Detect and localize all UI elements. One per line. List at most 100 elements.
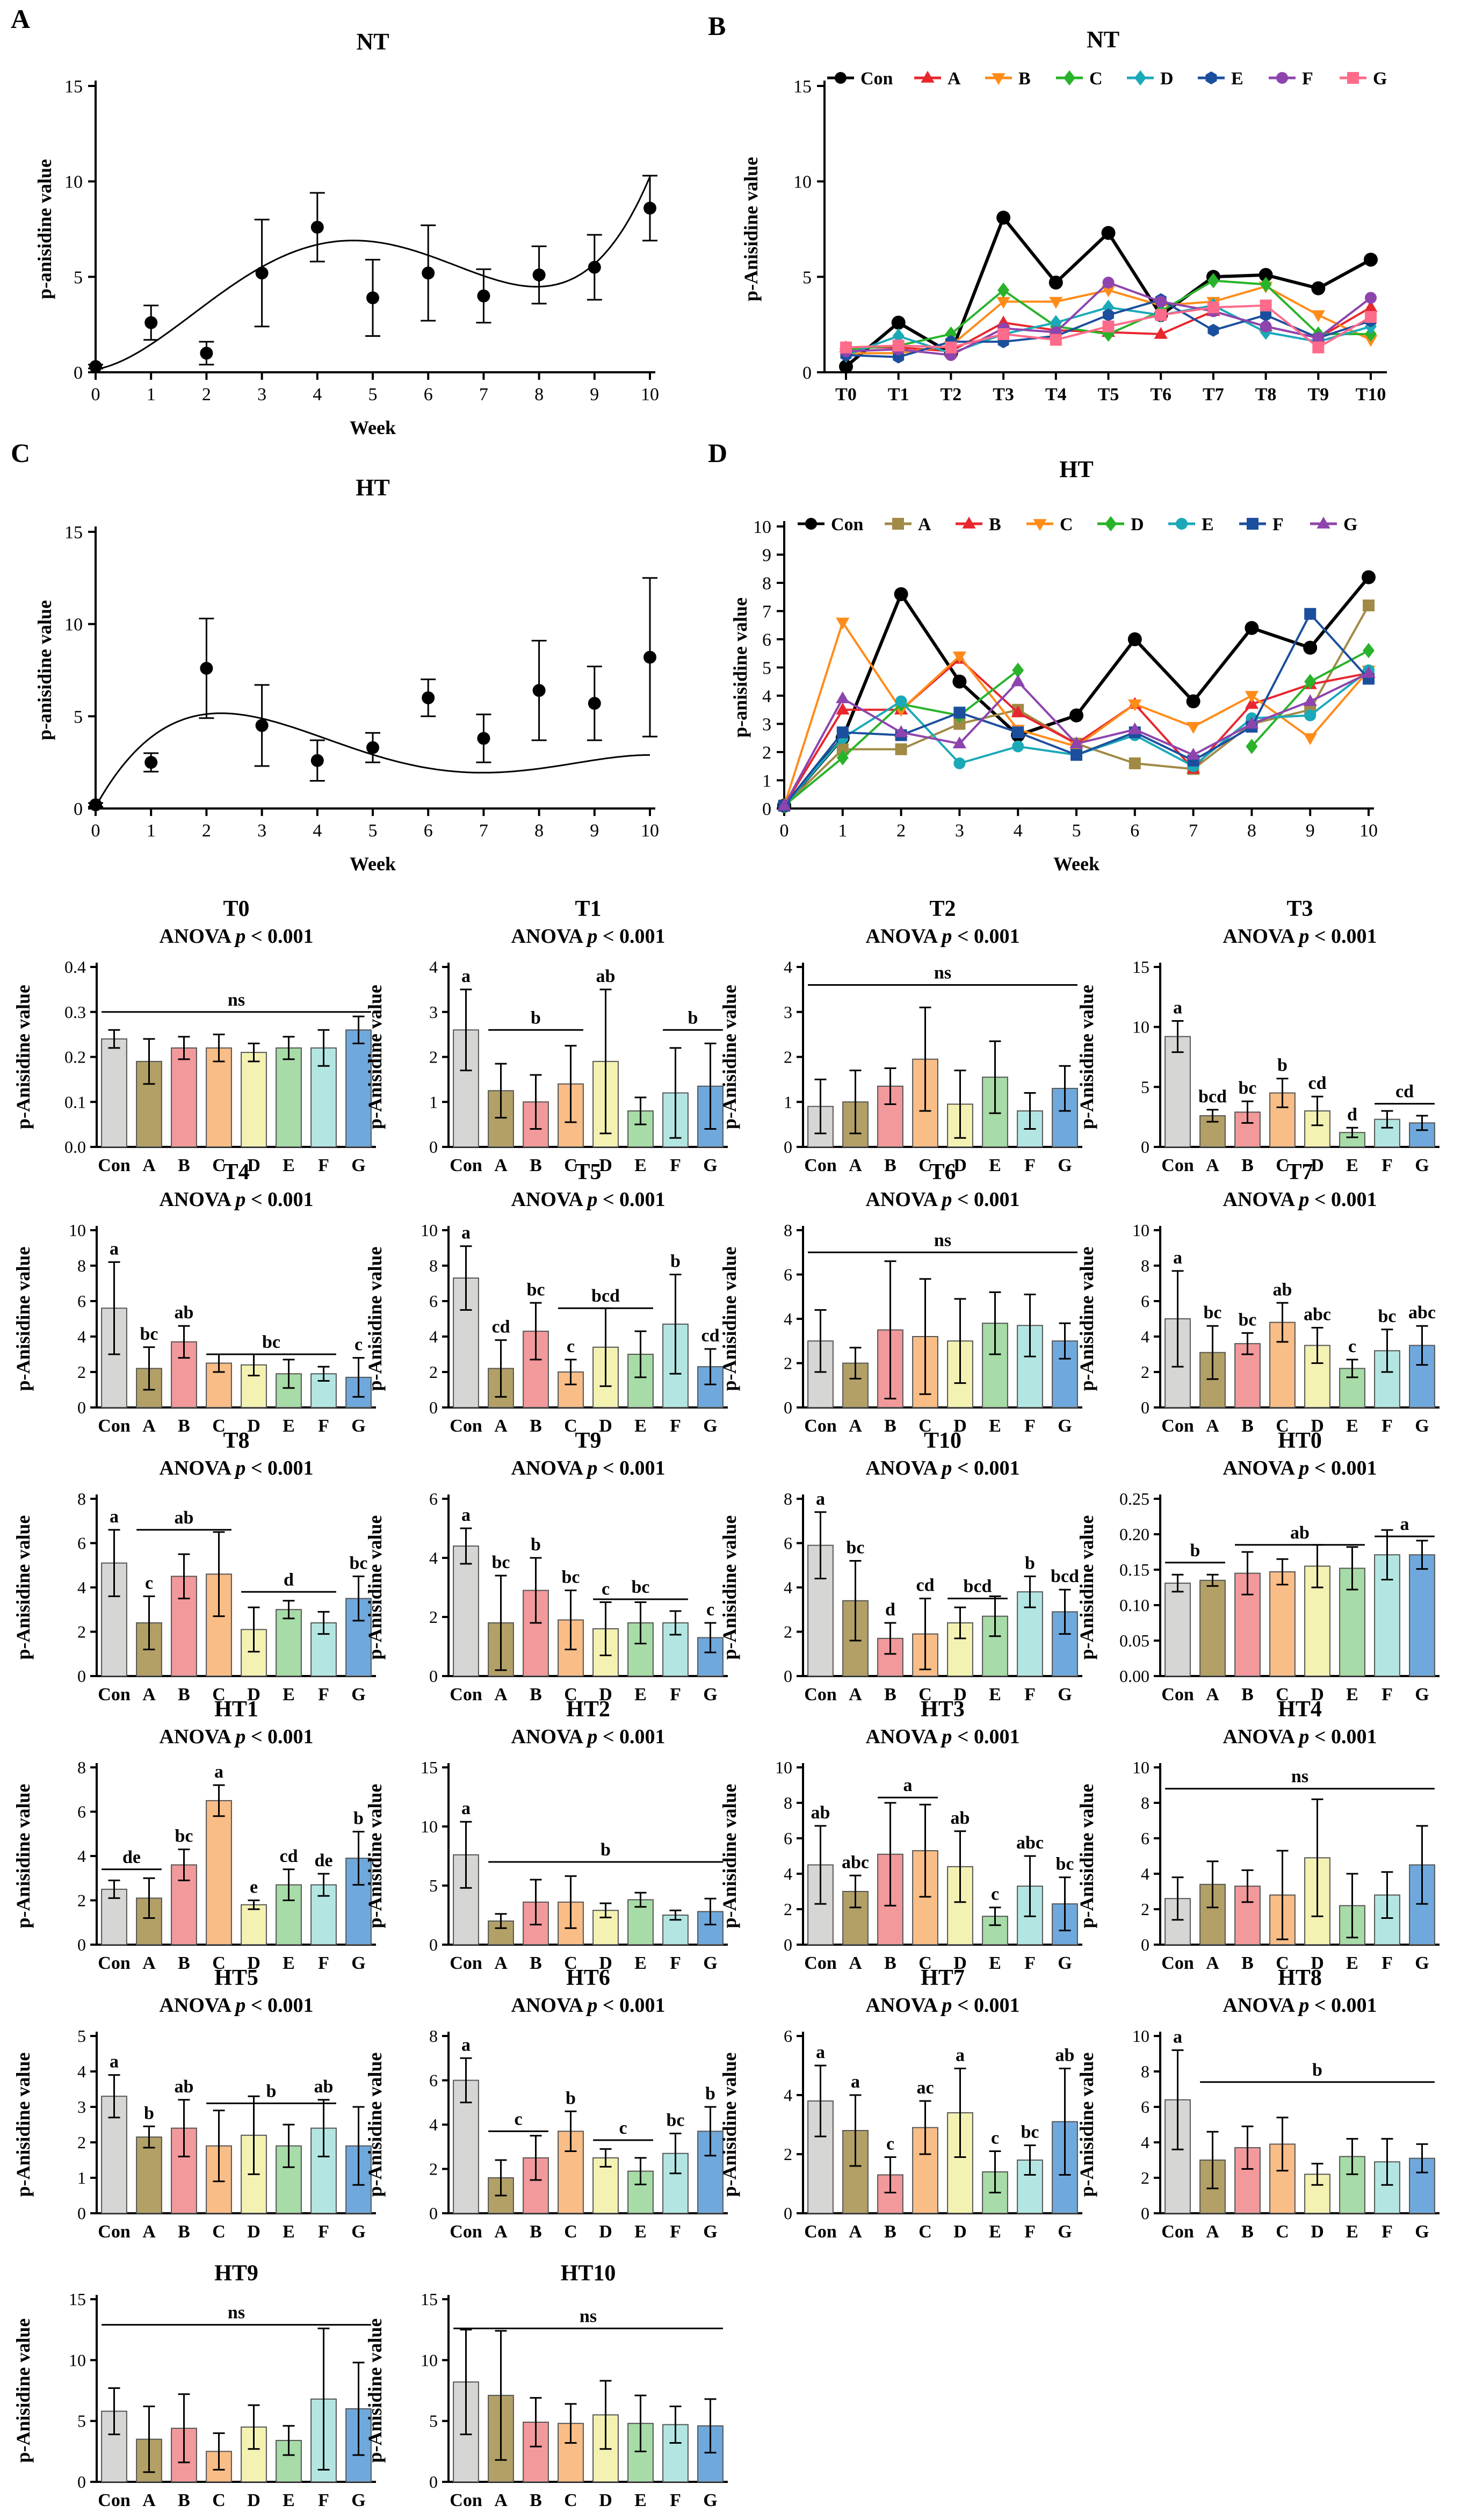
y-tick-label: 0 [429, 2204, 438, 2223]
bar-group [310, 2099, 337, 2214]
x-tick-label: E [989, 1416, 1001, 1436]
significance-span-label: d [284, 1570, 294, 1590]
bar-chart-t8: T8 ANOVA p < 0.001 0 2 4 6 8 p-Anisidine value C… [12, 1428, 376, 1705]
y-tick-label: 2 [1141, 2168, 1149, 2187]
bar [241, 1904, 267, 1945]
significance-letter: a [461, 1799, 471, 1818]
x-tick-label: G [1058, 2222, 1072, 2242]
x-tick-label: 0 [91, 385, 100, 405]
bar-chart-ht1: HT1 ANOVA p < 0.001 0 2 4 6 8 p-Anisidine value… [12, 1697, 376, 1973]
bar-group [697, 1622, 724, 1677]
legend-item: B [956, 515, 1001, 535]
series-point [1012, 662, 1024, 678]
y-tick-label: 2 [762, 743, 771, 763]
point-marker [200, 662, 213, 675]
y-tick-label: 3 [77, 2097, 86, 2117]
series-point [1304, 674, 1317, 690]
x-tick-label: D [599, 1156, 612, 1175]
x-tick-label: 0 [780, 821, 789, 841]
y-axis-label: p-Anisidine value [719, 985, 740, 1129]
bar-chart-ht6: HT6 ANOVA p < 0.001 0 2 4 6 8 p-Anisidine value… [364, 1966, 728, 2242]
x-tick-label: D [247, 1685, 261, 1705]
legend-marker [1317, 516, 1330, 529]
anova-label: ANOVA p < 0.001 [1223, 1457, 1377, 1479]
x-tick-label: 5 [368, 821, 378, 841]
legend-item: A [885, 515, 931, 535]
series-point [1012, 726, 1024, 739]
x-tick-label: T8 [1255, 385, 1277, 405]
anova-p: p [234, 1994, 245, 2017]
series-point [1246, 739, 1258, 754]
anova-p-value: < 0.001 [245, 925, 313, 948]
x-tick-label: 1 [147, 385, 156, 405]
series-point [1048, 275, 1063, 290]
x-tick-label: 2 [202, 821, 211, 841]
legend-marker [805, 518, 817, 530]
x-tick-label: T3 [993, 385, 1014, 405]
bar-group [276, 2425, 302, 2482]
x-tick-label: F [1024, 1685, 1036, 1705]
anova-p: p [940, 1457, 952, 1479]
significance-letter: bc [667, 2111, 685, 2131]
y-tick-label: 2 [429, 2160, 438, 2179]
significance-letter: bc [1378, 1306, 1397, 1326]
y-tick-label: 6 [429, 1489, 438, 1508]
x-tick-label: A [494, 1416, 508, 1436]
legend-label: G [1373, 69, 1387, 89]
bar [276, 1047, 302, 1147]
anova-label: ANOVA p < 0.001 [1223, 1188, 1377, 1211]
x-tick-label: A [1206, 2222, 1219, 2242]
y-axis-label: p-Anisidine value [364, 1784, 386, 1928]
legend-item: F [1239, 515, 1284, 535]
bar-group [1339, 1127, 1365, 1147]
bar-chart-ht2: HT2 ANOVA p < 0.001 0 5 10 15 p-Anisidine valu… [364, 1697, 728, 1973]
x-tick-label: 8 [534, 821, 544, 841]
bar-group [523, 2397, 549, 2482]
x-tick-label: C [918, 1416, 932, 1436]
x-tick-label: D [953, 1953, 967, 1973]
bar-group [310, 1873, 337, 1945]
bar-group [1052, 1876, 1078, 1946]
anova-p: p [234, 1188, 245, 1211]
series-point [1050, 334, 1062, 346]
x-tick-label: A [849, 1953, 862, 1973]
series-point [1186, 721, 1200, 734]
x-tick-label: C [918, 2222, 932, 2242]
anova-word: ANOVA [1223, 925, 1299, 948]
x-tick-label: G [1415, 1953, 1429, 1973]
y-axis-label: p-Anisidine value [740, 157, 762, 301]
series-point [1312, 332, 1325, 344]
x-tick-label: E [283, 1156, 295, 1175]
x-tick-label: E [634, 1953, 647, 1973]
bar-group [1269, 1850, 1296, 1946]
bar-group [1165, 1270, 1191, 1408]
point-marker [532, 268, 546, 281]
anova-word: ANOVA [160, 1725, 236, 1748]
x-tick-label: A [494, 1953, 508, 1973]
bar-group [488, 1339, 514, 1408]
bar-group [1165, 2049, 1191, 2214]
x-tick-label: C [564, 1953, 577, 1973]
significance-letter: a [110, 2052, 119, 2072]
anova-p: p [940, 1725, 952, 1748]
x-tick-label: B [1241, 1953, 1254, 1973]
x-tick-label: A [142, 1156, 156, 1175]
y-tick-label: 0.10 [1119, 1595, 1149, 1615]
panel-letter: D [708, 438, 727, 468]
anova-p: p [585, 1188, 597, 1211]
x-tick-label: B [530, 1685, 542, 1705]
significance-letter: bc [1204, 1303, 1222, 1323]
significance-letter: cd [280, 1846, 298, 1866]
y-axis-label: p-Anisidine value [12, 985, 34, 1129]
legend-label: D [1160, 69, 1174, 89]
series-point [836, 743, 849, 755]
y-tick-label: 10 [1132, 1221, 1149, 1240]
bar-group [1052, 1065, 1078, 1147]
bar-group [453, 1821, 479, 1946]
y-tick-label: 5 [429, 1876, 438, 1895]
bar-group [310, 1366, 337, 1409]
y-tick-label: 2 [429, 1362, 438, 1382]
x-tick-label: 5 [368, 385, 378, 405]
y-tick-label: 0 [429, 1398, 438, 1417]
data-point [143, 752, 159, 772]
